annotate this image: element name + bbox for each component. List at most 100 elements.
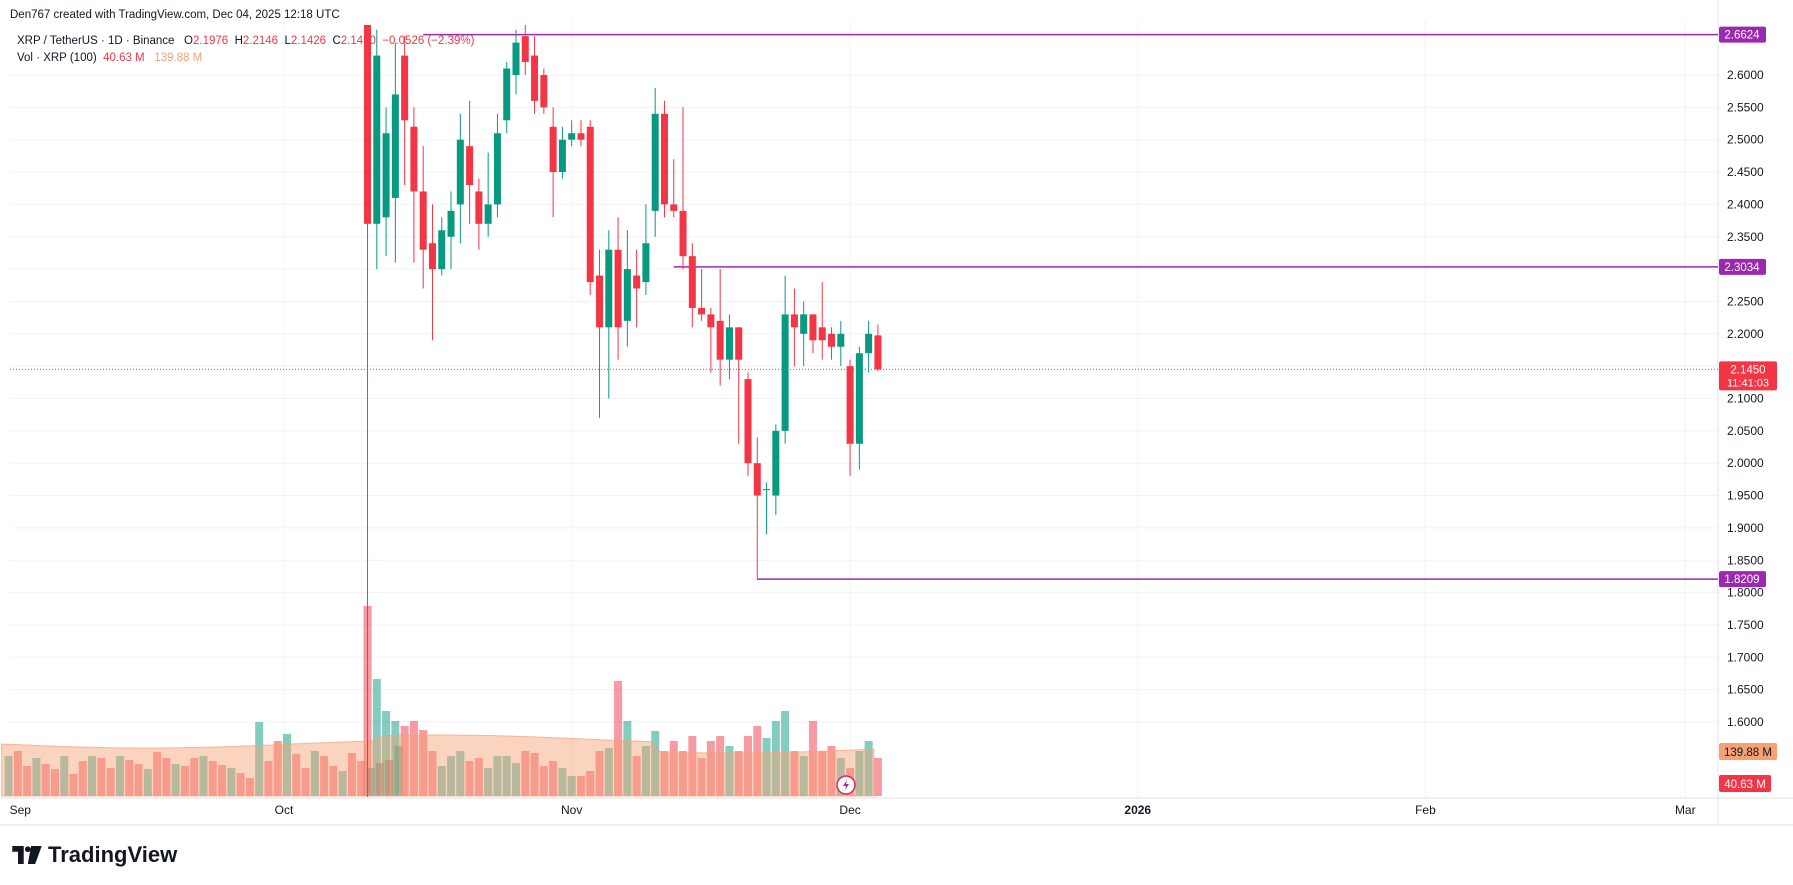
volume-bar [180, 766, 189, 796]
volume-label: Vol · XRP (100) [17, 52, 97, 64]
volume-bar [771, 721, 780, 796]
last-price-label: 2.1450 [1730, 364, 1765, 376]
volume-ma-area [1, 734, 875, 797]
volume-bar [706, 741, 715, 796]
candle-body [391, 94, 399, 198]
y-tick-label: 2.0000 [1727, 456, 1764, 470]
volume-bar [227, 768, 236, 796]
candle-body [419, 191, 427, 250]
symbol-legend[interactable]: XRP / TetherUS · 1D · Binance O2.1976 H2… [17, 35, 474, 47]
volume-bar [474, 758, 483, 796]
volume-bar [873, 758, 882, 796]
price-level-tag [1719, 571, 1766, 588]
candle-body [874, 335, 882, 370]
y-tick-label: 2.4500 [1727, 165, 1764, 179]
tradingview-logo[interactable]: TradingView [12, 842, 177, 868]
price-level-tag [1719, 258, 1766, 275]
y-tick-label: 2.5500 [1727, 100, 1764, 114]
open-label: O [184, 35, 193, 47]
candle-body [568, 133, 576, 140]
volume-bar [465, 761, 474, 796]
y-tick-label: 1.7500 [1727, 618, 1764, 632]
candle-body [577, 133, 585, 140]
volume-bar [744, 736, 752, 796]
volume-bar [264, 761, 273, 796]
volume-bar [604, 748, 613, 796]
candle-body [586, 126, 594, 283]
candle-body [531, 55, 539, 101]
candle-body [865, 333, 873, 354]
volume-bar [790, 751, 799, 796]
volume-bar [679, 751, 688, 796]
volume-bar [799, 756, 808, 796]
volume-bar [357, 761, 366, 796]
last-price-tag [1719, 361, 1777, 391]
close-label: C [332, 35, 341, 47]
flash-icon[interactable] [836, 775, 856, 795]
time-axis[interactable]: Sep Oct Nov Dec 2026 Feb Mar [10, 803, 1696, 817]
y-tick-label: 2.2500 [1727, 294, 1764, 308]
volume-value: 40.63 M [103, 52, 145, 64]
volume-bar [512, 763, 520, 796]
candle-body [456, 139, 464, 205]
volume-bar [320, 756, 329, 796]
volume-bar [855, 751, 864, 796]
candle-body [382, 133, 390, 218]
volume-bar [125, 760, 134, 796]
volume-bar [41, 764, 50, 796]
volume-bar [218, 765, 227, 796]
volume-legend[interactable]: Vol · XRP (100) 40.63 M 139.88 M [17, 52, 202, 64]
volume-bar [725, 746, 734, 796]
volume-bar [106, 768, 115, 796]
y-tick-label: 2.1000 [1727, 392, 1764, 406]
candle-body [716, 320, 724, 360]
volume-bar [338, 771, 347, 796]
volume-bar [669, 741, 678, 796]
candle-body [772, 430, 780, 496]
low-label: L [284, 35, 291, 47]
candle-body [828, 333, 836, 347]
created-by-text: Den767 created with TradingView.com, Dec… [10, 9, 340, 21]
x-tick-label: Oct [275, 803, 294, 817]
y-tick-label: 1.6500 [1727, 683, 1764, 697]
volume-bar [428, 751, 437, 796]
candle-body [818, 327, 826, 341]
volume-bar [762, 738, 771, 796]
x-tick-label: Mar [1675, 803, 1696, 817]
volume-bar [97, 758, 106, 796]
x-tick-label: Dec [839, 803, 860, 817]
volume-bar [641, 746, 650, 796]
y-tick-label: 2.0500 [1727, 424, 1764, 438]
volume-bar [153, 752, 162, 796]
volume-bar [688, 736, 697, 796]
volume-bar [171, 764, 180, 796]
candle-body [447, 210, 455, 237]
volume-bar [447, 756, 456, 796]
volume-bar [781, 711, 790, 796]
volume-ma-tag [1719, 743, 1777, 760]
volume-bar [391, 721, 400, 796]
candle-body [735, 327, 743, 360]
volume-bar [493, 756, 502, 796]
volume-bar [864, 741, 873, 796]
candle-body [837, 333, 845, 347]
volume-bar [4, 756, 13, 796]
candle-body [633, 275, 641, 289]
high-label: H [234, 35, 243, 47]
y-tick-label: 1.7000 [1727, 650, 1764, 664]
volume-bar [456, 751, 465, 796]
y-tick-label: 1.9000 [1727, 521, 1764, 535]
candle-body [521, 36, 529, 63]
candle-body [596, 275, 604, 328]
volume-bar [808, 721, 817, 796]
volume-bar [697, 758, 706, 796]
price-axis[interactable]: 1.6000 1.6500 1.7000 1.7500 1.8000 1.8500 1.90… [1727, 68, 1764, 729]
candle-body [466, 146, 474, 185]
volume-bar [753, 726, 762, 796]
candle-body [642, 243, 650, 283]
candle-body [428, 243, 436, 270]
low-value: 2.1426 [290, 35, 327, 47]
volume-bar [245, 778, 254, 796]
horizontal-levels[interactable] [423, 33, 1718, 580]
